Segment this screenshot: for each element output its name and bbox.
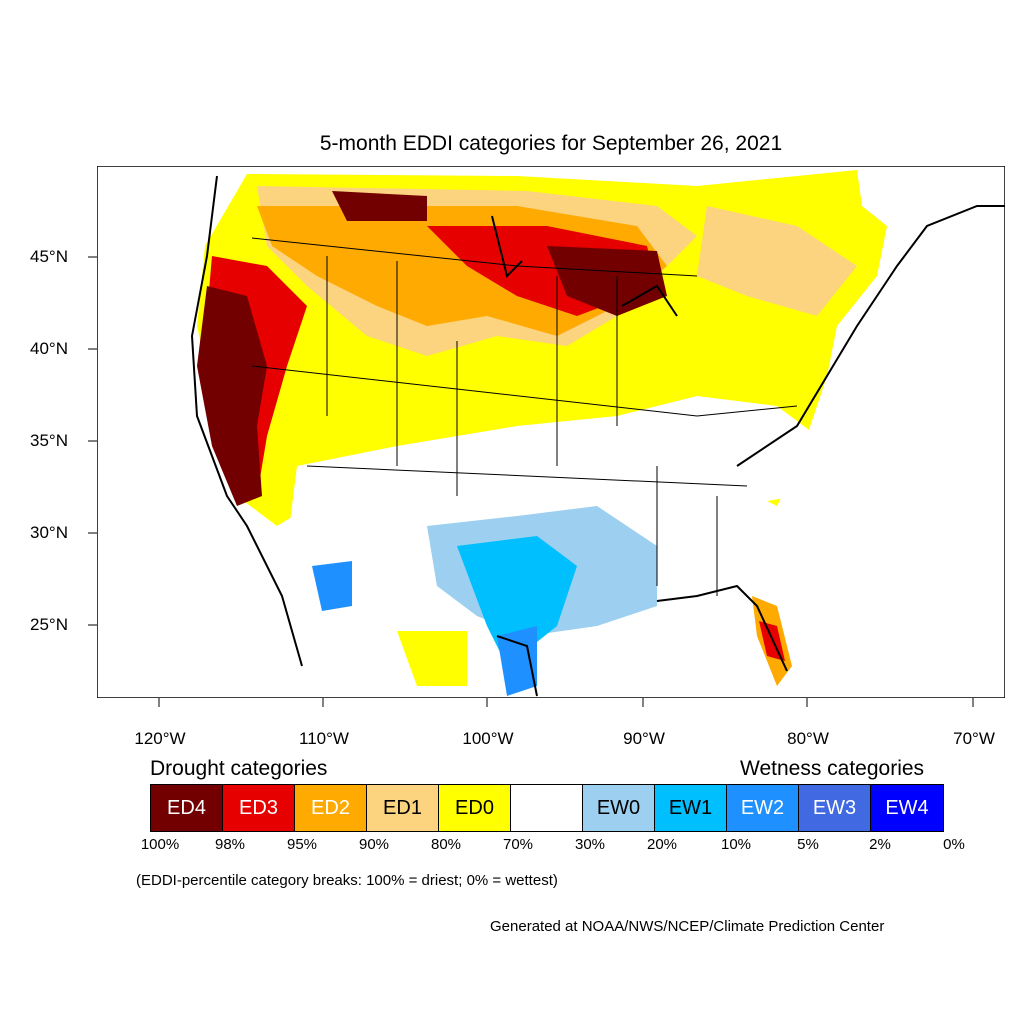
lat-label-40: 40°N [30,339,68,358]
break-label: 2% [869,836,891,853]
wetness-heading: Wetness categories [740,757,925,780]
break-label: 95% [286,836,318,853]
region-ew1 [457,536,577,666]
map-title: 5-month EDDI categories for September 26… [319,132,783,155]
region-ed1-northeast [697,206,857,316]
legend-box-ew2: EW2 [727,785,799,831]
legend-box-ed0: ED0 [439,785,511,831]
breaks-note: (EDDI-percentile category breaks: 100% =… [136,872,558,889]
lon-label-70: 70°W [953,729,995,748]
lon-label-100: 100°W [462,729,514,748]
break-label: 30% [574,836,606,853]
drought-heading: Drought categories [150,757,328,780]
legend-box-ew4: EW4 [871,785,943,831]
region-mexico-yellow [397,631,467,686]
lat-ticks [88,256,97,626]
legend-box-ed3: ED3 [223,785,295,831]
break-label: 80% [430,836,462,853]
legend-box-ew0: EW0 [583,785,655,831]
lat-label-45: 45°N [30,247,68,266]
break-label: 70% [502,836,534,853]
lat-label-35: 35°N [30,431,68,450]
legend-box-ed1: ED1 [367,785,439,831]
legend-box-normal [511,785,583,831]
legend-box-ew1: EW1 [655,785,727,831]
legend-box-ew3: EW3 [799,785,871,831]
lat-label-30: 30°N [30,523,68,542]
lon-label-90: 90°W [623,729,665,748]
region-ed4-montana [332,191,427,221]
lon-label-80: 80°W [787,729,829,748]
eddi-map [97,166,1005,698]
region-ew2 [497,626,537,696]
lon-ticks [158,698,974,707]
region-normal [287,396,817,616]
lon-label-110: 110°W [299,729,349,748]
break-label: 5% [797,836,819,853]
region-ed4-west [197,286,267,506]
lon-label-120: 120°W [134,729,186,748]
break-label: 98% [214,836,246,853]
region-ew2-mexico [312,561,352,611]
break-label: 0% [943,836,965,853]
break-label: 20% [646,836,678,853]
break-label: 90% [358,836,390,853]
legend-bar: ED4 ED3 ED2 ED1 ED0 EW0 EW1 EW2 EW3 EW4 [150,784,944,832]
break-label: 100% [140,836,180,853]
break-label: 10% [720,836,752,853]
legend-box-ed2: ED2 [295,785,367,831]
credit-line: Generated at NOAA/NWS/NCEP/Climate Predi… [490,918,885,935]
legend-box-ed4: ED4 [151,785,223,831]
lat-label-25: 25°N [30,615,68,634]
